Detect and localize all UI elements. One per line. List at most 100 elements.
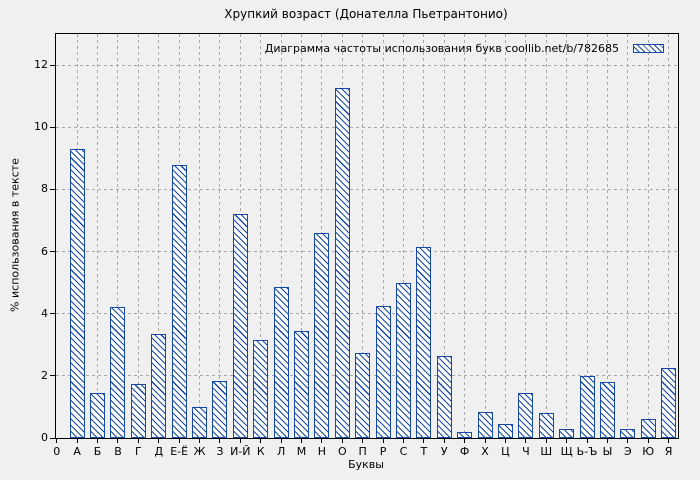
bar: [232, 214, 248, 438]
x-tick: [260, 439, 262, 443]
bar: [640, 419, 656, 438]
bar: [90, 392, 106, 438]
x-tick: [402, 439, 404, 443]
x-tick: [504, 439, 506, 443]
x-tick-label: 0: [53, 445, 61, 458]
y-tick: [50, 375, 55, 377]
x-tick: [178, 439, 180, 443]
h-gridline: [56, 188, 678, 190]
x-tick: [97, 439, 99, 443]
x-tick: [341, 439, 343, 443]
bar: [110, 307, 126, 438]
y-tick: [50, 188, 55, 190]
v-gridline: [260, 34, 262, 438]
x-tick: [280, 439, 282, 443]
bar: [69, 149, 85, 438]
x-tick-label: М: [296, 445, 307, 458]
h-gridline: [56, 64, 678, 66]
x-tick-label: Г: [135, 445, 142, 458]
x-tick: [76, 439, 78, 443]
y-tick-label: 6: [41, 244, 48, 258]
y-tick: [50, 126, 55, 128]
x-tick: [423, 439, 425, 443]
h-gridline: [56, 313, 678, 315]
v-gridline: [117, 34, 119, 438]
x-tick-label: Ч: [522, 445, 530, 458]
x-tick: [301, 439, 303, 443]
x-tick: [199, 439, 201, 443]
v-gridline: [443, 34, 445, 438]
bar: [130, 383, 146, 438]
legend-swatch-hatched-bar: [633, 43, 664, 53]
plot-area: 0 2 4 6 8 10 12 0 А Б В Г Д Е-Ё Ж З И-Й К Л М Н О П Р С Т У Ф Х Ц Ч Ш Щ Ь…: [34, 33, 679, 458]
x-tick-label: Б: [93, 445, 102, 458]
bar: [559, 428, 575, 438]
y-axis-title: % использования в тексте: [8, 158, 22, 312]
x-tick-label: Я: [664, 445, 673, 458]
bar: [151, 333, 167, 438]
x-tick-label: Ю: [642, 445, 655, 458]
bar: [538, 413, 554, 438]
v-gridline: [301, 34, 303, 438]
bar: [579, 375, 595, 438]
x-tick-label: Р: [379, 445, 387, 458]
bar: [436, 355, 452, 438]
x-tick: [382, 439, 384, 443]
bar: [253, 340, 269, 438]
x-tick-label: Ж: [193, 445, 206, 458]
v-gridline: [627, 34, 629, 438]
x-tick: [525, 439, 527, 443]
v-gridline: [219, 34, 221, 438]
x-tick-label: У: [440, 445, 448, 458]
y-tick-label: 0: [41, 431, 48, 444]
x-tick: [56, 439, 58, 443]
v-gridline: [423, 34, 425, 438]
x-tick: [239, 439, 241, 443]
v-gridline: [566, 34, 568, 438]
x-tick: [484, 439, 486, 443]
x-tick-label: Т: [420, 445, 428, 458]
bar: [355, 352, 371, 438]
x-tick: [443, 439, 445, 443]
x-tick-label: Л: [276, 445, 286, 458]
bar: [416, 246, 432, 438]
x-tick-label: Н: [317, 445, 327, 458]
x-tick-label: Ы: [602, 445, 613, 458]
bar: [497, 424, 513, 438]
v-gridline: [97, 34, 99, 438]
x-tick: [545, 439, 547, 443]
x-tick-label: И-Й: [230, 445, 251, 458]
bar: [192, 406, 208, 438]
x-tick: [586, 439, 588, 443]
bar: [395, 282, 411, 438]
bar: [599, 382, 615, 438]
bar: [661, 368, 677, 438]
v-gridline: [504, 34, 506, 438]
x-tick-label: Ф: [459, 445, 470, 458]
bar: [334, 88, 350, 438]
v-gridline: [668, 34, 670, 438]
x-tick-label: О: [337, 445, 347, 458]
x-tick: [219, 439, 221, 443]
y-tick: [50, 64, 55, 66]
y-tick: [50, 313, 55, 315]
x-tick-label: С: [399, 445, 408, 458]
y-tick-label: 10: [34, 120, 48, 134]
x-tick-label: Ц: [501, 445, 510, 458]
x-tick-label: П: [358, 445, 367, 458]
v-gridline: [647, 34, 649, 438]
bar: [620, 428, 636, 438]
bar: [171, 164, 187, 438]
x-tick: [362, 439, 364, 443]
x-tick: [117, 439, 119, 443]
v-gridline: [199, 34, 201, 438]
bar: [294, 330, 310, 438]
v-gridline: [137, 34, 139, 438]
y-tick-label: 4: [41, 306, 48, 320]
x-tick-label: Д: [154, 445, 164, 458]
x-tick-label: З: [216, 445, 224, 458]
v-gridline: [280, 34, 282, 438]
x-tick: [137, 439, 139, 443]
x-tick: [158, 439, 160, 443]
